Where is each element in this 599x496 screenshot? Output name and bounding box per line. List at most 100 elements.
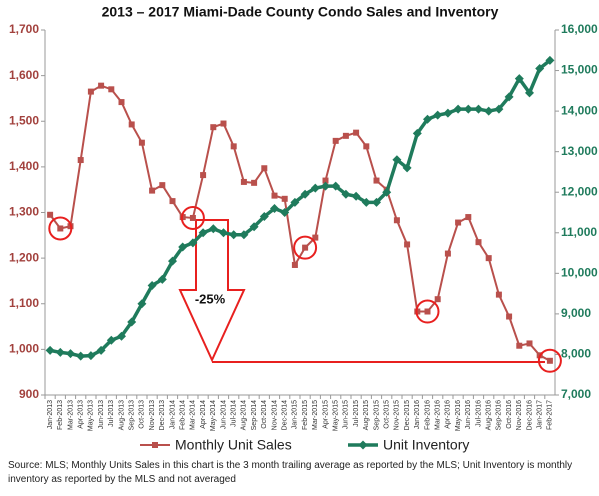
point (239, 230, 249, 240)
x-tick-label: Feb-2016 (424, 400, 431, 430)
y-tick-label: 1,100 (9, 296, 39, 310)
x-tick-label: Sep-2014 (251, 400, 258, 430)
y2-tick-label: 9,000 (561, 306, 591, 320)
point (55, 347, 65, 357)
x-tick-label: Feb-2015 (302, 400, 309, 430)
point (240, 178, 247, 185)
point (504, 92, 514, 102)
point (159, 182, 166, 189)
point (373, 177, 380, 184)
x-tick-label: Feb-2017 (547, 400, 554, 430)
point (525, 88, 534, 98)
x-tick-label: Apr-2016 (445, 400, 452, 429)
point (220, 120, 227, 127)
point (423, 114, 432, 124)
y-tick-label: 1,300 (9, 205, 39, 219)
point (455, 219, 462, 226)
point (45, 345, 55, 355)
point (341, 189, 351, 199)
y-tick-label: 1,000 (9, 342, 39, 356)
x-tick-label: Dec-2016 (526, 400, 533, 430)
point (361, 197, 371, 207)
point (157, 274, 167, 284)
x-tick-label: Jul-2016 (475, 400, 482, 427)
y2-tick-label: 11,000 (561, 225, 597, 239)
x-tick-label: Sep-2013 (129, 400, 136, 430)
x-tick-label: Aug-2016 (486, 400, 493, 430)
point (77, 157, 84, 164)
point (545, 55, 555, 65)
point (546, 357, 553, 364)
point (332, 137, 339, 144)
point (57, 225, 64, 232)
series-line (49, 84, 551, 362)
point (200, 172, 207, 179)
point (300, 189, 310, 199)
point (514, 74, 524, 84)
x-tick-label: Nov-2015 (394, 400, 401, 430)
x-tick-label: Jul-2015 (353, 400, 360, 427)
chart: 2013 – 2017 Miami-Dade County Condo Sale… (9, 4, 598, 453)
point (270, 203, 279, 213)
point (168, 256, 177, 266)
x-tick-label: Nov-2014 (271, 400, 278, 430)
point (393, 217, 400, 224)
legend-label: Monthly Unit Sales (175, 437, 292, 453)
point (210, 124, 217, 131)
x-tick-label: Oct-2016 (506, 400, 513, 429)
annotation: -25% (195, 291, 226, 306)
y-tick-label: 1,500 (9, 113, 39, 127)
point (494, 104, 504, 114)
point (485, 255, 492, 262)
point (230, 143, 237, 150)
x-tick-label: May-2015 (333, 400, 340, 431)
point (128, 121, 135, 128)
point (506, 313, 513, 320)
y-tick-label: 1,200 (9, 250, 39, 264)
point (444, 250, 451, 257)
x-tick-label: Aug-2014 (241, 400, 248, 430)
point (87, 88, 94, 95)
point (219, 228, 228, 238)
x-tick-label: Sep-2015 (373, 400, 380, 430)
point (290, 197, 300, 207)
x-tick-label: Feb-2013 (57, 400, 64, 430)
x-tick-label: May-2016 (455, 400, 462, 431)
point (178, 242, 188, 252)
point (495, 291, 502, 298)
point (149, 187, 156, 194)
x-tick-label: Nov-2013 (149, 400, 156, 430)
point (98, 82, 105, 89)
x-tick-label: Apr-2014 (200, 400, 207, 429)
x-tick-label: Jan-2013 (47, 400, 54, 429)
point (259, 212, 269, 222)
point (310, 183, 320, 193)
point (261, 165, 268, 172)
point (392, 155, 402, 165)
point (358, 440, 368, 450)
point (443, 108, 453, 118)
point (169, 198, 176, 205)
highlight-circle (537, 348, 562, 373)
y2-tick-label: 13,000 (561, 144, 598, 158)
x-tick-label: May-2013 (88, 400, 95, 431)
point (465, 214, 472, 221)
y2-tick-label: 14,000 (561, 103, 598, 117)
y2-tick-label: 12,000 (561, 184, 598, 198)
point (47, 211, 54, 218)
point (147, 281, 157, 290)
x-tick-label: Apr-2013 (78, 400, 85, 429)
point (412, 128, 422, 138)
point (475, 239, 482, 246)
point (351, 191, 361, 201)
point (484, 106, 494, 116)
point (424, 308, 431, 315)
x-tick-label: Jan-2017 (537, 400, 544, 429)
highlight-circle (415, 299, 440, 324)
x-tick-label: Oct-2015 (384, 400, 391, 429)
point (302, 244, 309, 251)
point (433, 110, 443, 120)
y2-tick-label: 16,000 (561, 22, 598, 36)
point (353, 129, 360, 136)
